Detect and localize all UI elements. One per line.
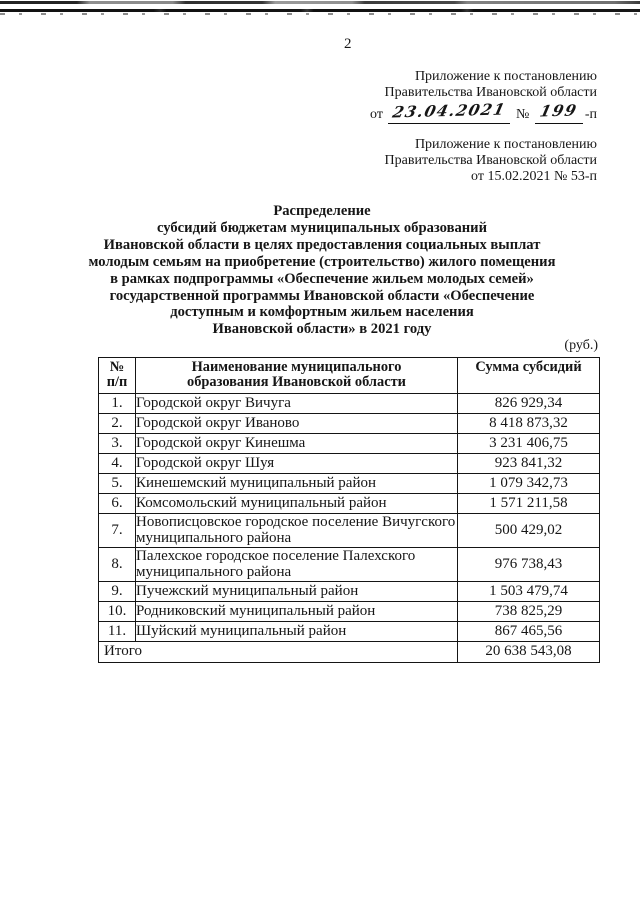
municipality-cell: Шуйский муниципальный район bbox=[135, 620, 458, 642]
amount-cell: 8 418 873,32 bbox=[457, 412, 600, 434]
table-row: 2. Городской округ Иваново 8 418 873,32 bbox=[98, 412, 600, 434]
table-row: 1. Городской округ Вичуга 826 929,34 bbox=[98, 392, 600, 414]
row-number-cell: 8. bbox=[98, 546, 136, 582]
row-number-cell: 10. bbox=[98, 600, 136, 622]
amount-cell: 923 841,32 bbox=[457, 452, 600, 474]
title-line: Распределение bbox=[273, 203, 371, 219]
annex-line-3: от 15.02.2021 № 53-п bbox=[471, 169, 597, 185]
municipality-cell: Кинешемский муниципальный район bbox=[135, 472, 458, 494]
municipality-cell: Городской округ Кинешма bbox=[135, 432, 458, 454]
title-line: Ивановской области» в 2021 году bbox=[212, 321, 432, 338]
header-sum-cell: Сумма субсидий bbox=[457, 357, 600, 394]
amount-cell: 1 503 479,74 bbox=[457, 580, 600, 602]
number-blank-underline: 199 bbox=[534, 100, 583, 124]
table-row: 3. Городской округ Кинешма 3 231 406,75 bbox=[98, 432, 600, 454]
subsidy-table: № п/п Наименование муниципального образо… bbox=[98, 357, 600, 663]
table-row: 7. Новописцовское городское поселение Ви… bbox=[98, 512, 600, 548]
amount-cell: 1 079 342,73 bbox=[457, 472, 600, 494]
annex-date-number-line: от 23.04.2021 № 199 -п bbox=[258, 99, 597, 127]
row-number-cell: 11. bbox=[98, 620, 136, 642]
amount-cell: 867 465,56 bbox=[457, 620, 600, 642]
amount-cell: 3 231 406,75 bbox=[457, 432, 600, 454]
municipality-cell: Городской округ Иваново bbox=[135, 412, 458, 434]
municipality-cell: Новописцовское городское поселение Вичуг… bbox=[135, 512, 458, 548]
scan-artifact-line-second bbox=[0, 9, 640, 12]
number-sign: № bbox=[515, 107, 530, 123]
currency-note: (руб.) bbox=[564, 338, 598, 353]
title-line: в рамках подпрограммы «Обеспечение жилье… bbox=[110, 270, 534, 287]
title-line: доступным и комфортным жильем населения bbox=[170, 304, 474, 321]
row-number-cell: 1. bbox=[98, 392, 136, 414]
table-row: 6. Комсомольский муниципальный район 1 5… bbox=[98, 492, 600, 514]
municipality-cell: Городской округ Вичуга bbox=[135, 392, 458, 414]
title-line: государственной программы Ивановской обл… bbox=[109, 287, 535, 304]
table-row: 8. Палехское городское поселение Палехск… bbox=[98, 546, 600, 582]
annex-line-1: Приложение к постановлению bbox=[414, 137, 597, 152]
table-row: 11. Шуйский муниципальный район 867 465,… bbox=[98, 620, 600, 642]
row-number-cell: 9. bbox=[98, 580, 136, 602]
row-number-cell: 2. bbox=[98, 412, 136, 434]
total-amount-cell: 20 638 543,08 bbox=[457, 640, 600, 663]
handwritten-date: 23.04.2021 bbox=[391, 99, 509, 122]
municipality-cell: Пучежский муниципальный район bbox=[135, 580, 458, 602]
table-row: 10. Родниковский муниципальный район 738… bbox=[98, 600, 600, 622]
row-number-cell: 4. bbox=[98, 452, 136, 474]
table-row: 5. Кинешемский муниципальный район 1 079… bbox=[98, 472, 600, 494]
row-number-cell: 3. bbox=[98, 432, 136, 454]
annex-line-1: Приложение к постановлению bbox=[414, 69, 597, 84]
municipality-cell: Городской округ Шуя bbox=[135, 452, 458, 474]
scan-artifact-speckles bbox=[0, 13, 640, 15]
total-label-cell: Итого bbox=[98, 640, 458, 663]
scan-artifact-line-top bbox=[0, 1, 640, 4]
municipality-cell: Палехское городское поселение Палехского… bbox=[135, 546, 458, 582]
annex-line-2: Правительства Ивановской области bbox=[384, 85, 597, 101]
row-number-cell: 5. bbox=[98, 472, 136, 494]
date-blank-underline: 23.04.2021 bbox=[388, 99, 511, 124]
header-municipality-cell: Наименование муниципального образования … bbox=[135, 357, 458, 394]
title-line: молодым семьям на приобретение (строител… bbox=[88, 253, 556, 270]
title-line: субсидий бюджетам муниципальных образова… bbox=[157, 219, 487, 236]
municipality-cell: Комсомольский муниципальный район bbox=[135, 492, 458, 514]
table-row: 4. Городской округ Шуя 923 841,32 bbox=[98, 452, 600, 474]
page-number: 2 bbox=[344, 36, 352, 52]
table-row: 9. Пучежский муниципальный район 1 503 4… bbox=[98, 580, 600, 602]
table-total-row: Итого 20 638 543,08 bbox=[98, 640, 600, 663]
table-header-row: № п/п Наименование муниципального образо… bbox=[98, 357, 600, 394]
annex-reference-current: Приложение к постановлению Правительства… bbox=[258, 69, 597, 127]
municipality-cell: Родниковский муниципальный район bbox=[135, 600, 458, 622]
handwritten-number: 199 bbox=[538, 100, 580, 121]
annex-line-2: Правительства Ивановской области bbox=[384, 153, 597, 169]
amount-cell: 738 825,29 bbox=[457, 600, 600, 622]
number-suffix: -п bbox=[584, 107, 597, 123]
amount-cell: 976 738,43 bbox=[457, 546, 600, 582]
row-number-cell: 7. bbox=[98, 512, 136, 548]
amount-cell: 1 571 211,58 bbox=[457, 492, 600, 514]
document-title: Распределение субсидий бюджетам муниципа… bbox=[44, 203, 600, 338]
row-number-cell: 6. bbox=[98, 492, 136, 514]
amount-cell: 500 429,02 bbox=[457, 512, 600, 548]
header-num-cell: № п/п bbox=[98, 357, 136, 394]
from-label: от bbox=[370, 107, 383, 123]
amount-cell: 826 929,34 bbox=[457, 392, 600, 414]
annex-reference-original: Приложение к постановлению Правительства… bbox=[258, 137, 597, 186]
title-line: Ивановской области в целях предоставлени… bbox=[103, 236, 541, 253]
